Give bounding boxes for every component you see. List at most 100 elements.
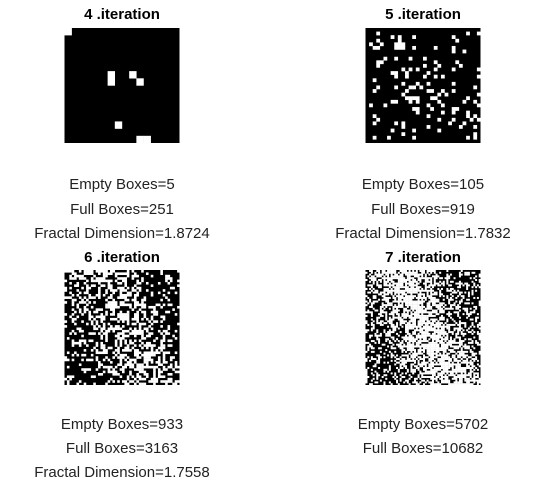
pixel (374, 358, 376, 360)
pixel (127, 363, 130, 366)
pixel (446, 372, 448, 374)
pixel (446, 381, 448, 383)
pixel (448, 284, 450, 286)
pixel (96, 344, 99, 347)
pixel (446, 270, 448, 272)
pixel (472, 380, 474, 382)
pixel (371, 380, 373, 382)
pixel (479, 336, 481, 338)
pixel (407, 331, 409, 333)
pixel (98, 366, 101, 369)
pixel (441, 317, 443, 319)
pixel (472, 351, 474, 353)
pixel (436, 301, 438, 303)
pixel (136, 349, 139, 352)
pixel (428, 335, 430, 337)
pixel (468, 347, 470, 349)
pixel (134, 316, 137, 319)
pixel (110, 325, 113, 328)
pixel (472, 290, 474, 292)
pixel (74, 272, 77, 275)
pixel (371, 319, 373, 321)
pixel (403, 320, 405, 322)
pixel (110, 289, 113, 292)
pixel (374, 274, 376, 276)
pixel (366, 376, 368, 378)
pixel (146, 351, 149, 354)
pixel (419, 319, 421, 321)
pixel (427, 329, 429, 331)
pixel (88, 368, 91, 371)
pixel (416, 68, 420, 72)
pixel (394, 317, 396, 319)
pixel (445, 363, 447, 365)
pixel (389, 279, 391, 281)
pixel (419, 315, 421, 317)
pixel (96, 308, 99, 311)
pixel (441, 328, 443, 330)
pixel (74, 318, 77, 321)
pixel (437, 354, 439, 356)
pixel (134, 304, 137, 307)
pixel (122, 313, 125, 316)
pixel (421, 319, 423, 321)
pixel (459, 275, 461, 277)
pixel (466, 96, 470, 100)
pixel (446, 338, 448, 340)
pixel (163, 335, 166, 338)
pixel (434, 270, 436, 272)
pixel (385, 322, 387, 324)
pixel (396, 288, 398, 290)
pixel (434, 277, 436, 279)
pixel (366, 322, 368, 324)
pixel (391, 331, 393, 333)
pixel (120, 339, 123, 342)
pixel (382, 292, 384, 294)
pixel (86, 299, 89, 302)
pixel (156, 366, 159, 369)
pixel (396, 306, 398, 308)
pixel (160, 332, 163, 335)
pixel (421, 311, 423, 313)
pixel (153, 378, 156, 381)
pixel (110, 306, 113, 309)
pixel (434, 329, 436, 331)
pixel (383, 297, 385, 299)
pixel (170, 344, 173, 347)
pixel (472, 324, 474, 326)
pixel (425, 308, 427, 310)
pixel (457, 286, 459, 288)
pixel (461, 362, 463, 364)
pixel (419, 326, 421, 328)
pixel (407, 333, 409, 335)
pixel (160, 316, 163, 319)
pixel (400, 317, 402, 319)
pixel (144, 311, 147, 314)
pixel (93, 280, 96, 283)
pixel (398, 335, 400, 337)
pixel (421, 275, 423, 277)
pixel (141, 371, 144, 374)
pixel (366, 380, 368, 382)
pixel (409, 270, 411, 272)
pixel (448, 311, 450, 313)
pixel (423, 272, 425, 274)
pixel (401, 302, 403, 304)
pixel (394, 310, 396, 312)
pixel (117, 277, 120, 280)
pixel (448, 374, 450, 376)
pixel (479, 335, 481, 337)
pixel (394, 288, 396, 290)
pixel (139, 282, 142, 285)
pixel (98, 361, 101, 364)
pixel (446, 369, 448, 371)
pixel (170, 304, 173, 307)
pixel (439, 302, 441, 304)
pixel (457, 376, 459, 378)
pixel (389, 290, 391, 292)
pixel (168, 282, 171, 285)
pixel (423, 301, 425, 303)
pixel (457, 311, 459, 313)
pixel (108, 371, 111, 374)
pixel (389, 333, 391, 335)
